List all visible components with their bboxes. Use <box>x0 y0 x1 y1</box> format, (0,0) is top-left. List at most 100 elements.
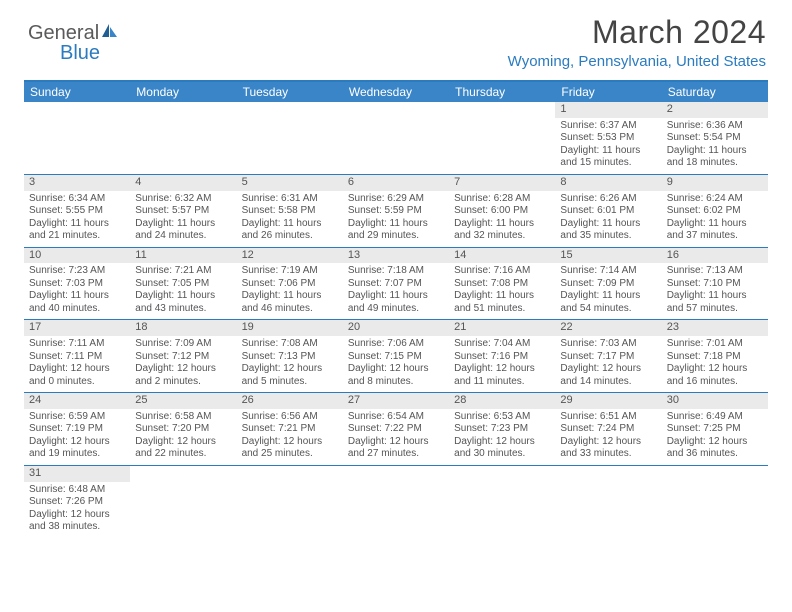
day-cell <box>449 466 555 538</box>
sail-icon <box>101 23 119 39</box>
day-cell: 20Sunrise: 7:06 AMSunset: 7:15 PMDayligh… <box>343 320 449 392</box>
day-number: 22 <box>555 320 661 336</box>
week-row: 17Sunrise: 7:11 AMSunset: 7:11 PMDayligh… <box>24 320 768 393</box>
day-number: 11 <box>130 248 236 264</box>
day-cell: 24Sunrise: 6:59 AMSunset: 7:19 PMDayligh… <box>24 393 130 465</box>
day-content: Sunrise: 6:56 AMSunset: 7:21 PMDaylight:… <box>237 409 343 465</box>
day-number: 25 <box>130 393 236 409</box>
day-content: Sunrise: 6:36 AMSunset: 5:54 PMDaylight:… <box>662 118 768 174</box>
week-row: 3Sunrise: 6:34 AMSunset: 5:55 PMDaylight… <box>24 175 768 248</box>
day-number: 20 <box>343 320 449 336</box>
day-content: Sunrise: 7:19 AMSunset: 7:06 PMDaylight:… <box>237 263 343 319</box>
day-content: Sunrise: 6:32 AMSunset: 5:57 PMDaylight:… <box>130 191 236 247</box>
day-content: Sunrise: 6:28 AMSunset: 6:00 PMDaylight:… <box>449 191 555 247</box>
day-cell: 10Sunrise: 7:23 AMSunset: 7:03 PMDayligh… <box>24 248 130 320</box>
day-number: 3 <box>24 175 130 191</box>
day-cell: 6Sunrise: 6:29 AMSunset: 5:59 PMDaylight… <box>343 175 449 247</box>
day-content: Sunrise: 6:26 AMSunset: 6:01 PMDaylight:… <box>555 191 661 247</box>
day-cell: 31Sunrise: 6:48 AMSunset: 7:26 PMDayligh… <box>24 466 130 538</box>
location-text: Wyoming, Pennsylvania, United States <box>508 53 766 70</box>
day-number: 12 <box>237 248 343 264</box>
day-number: 29 <box>555 393 661 409</box>
day-cell: 27Sunrise: 6:54 AMSunset: 7:22 PMDayligh… <box>343 393 449 465</box>
day-content: Sunrise: 7:09 AMSunset: 7:12 PMDaylight:… <box>130 336 236 392</box>
day-cell: 17Sunrise: 7:11 AMSunset: 7:11 PMDayligh… <box>24 320 130 392</box>
day-content: Sunrise: 6:29 AMSunset: 5:59 PMDaylight:… <box>343 191 449 247</box>
day-cell: 9Sunrise: 6:24 AMSunset: 6:02 PMDaylight… <box>662 175 768 247</box>
day-header: Monday <box>130 82 236 102</box>
day-cell: 3Sunrise: 6:34 AMSunset: 5:55 PMDaylight… <box>24 175 130 247</box>
day-cell: 26Sunrise: 6:56 AMSunset: 7:21 PMDayligh… <box>237 393 343 465</box>
day-cell: 12Sunrise: 7:19 AMSunset: 7:06 PMDayligh… <box>237 248 343 320</box>
day-cell: 2Sunrise: 6:36 AMSunset: 5:54 PMDaylight… <box>662 102 768 174</box>
day-header: Sunday <box>24 82 130 102</box>
day-content: Sunrise: 7:23 AMSunset: 7:03 PMDaylight:… <box>24 263 130 319</box>
week-row: 10Sunrise: 7:23 AMSunset: 7:03 PMDayligh… <box>24 248 768 321</box>
day-content: Sunrise: 6:34 AMSunset: 5:55 PMDaylight:… <box>24 191 130 247</box>
logo-text-2: Blue <box>60 42 100 65</box>
day-number: 27 <box>343 393 449 409</box>
day-number: 19 <box>237 320 343 336</box>
day-content: Sunrise: 6:31 AMSunset: 5:58 PMDaylight:… <box>237 191 343 247</box>
day-number: 24 <box>24 393 130 409</box>
day-cell <box>662 466 768 538</box>
day-number: 1 <box>555 102 661 118</box>
day-number: 15 <box>555 248 661 264</box>
day-number: 5 <box>237 175 343 191</box>
week-row: 24Sunrise: 6:59 AMSunset: 7:19 PMDayligh… <box>24 393 768 466</box>
day-content: Sunrise: 7:18 AMSunset: 7:07 PMDaylight:… <box>343 263 449 319</box>
day-cell: 7Sunrise: 6:28 AMSunset: 6:00 PMDaylight… <box>449 175 555 247</box>
day-number: 28 <box>449 393 555 409</box>
day-cell: 19Sunrise: 7:08 AMSunset: 7:13 PMDayligh… <box>237 320 343 392</box>
day-content: Sunrise: 7:01 AMSunset: 7:18 PMDaylight:… <box>662 336 768 392</box>
day-number: 30 <box>662 393 768 409</box>
day-cell <box>237 102 343 174</box>
day-number: 16 <box>662 248 768 264</box>
day-content: Sunrise: 6:58 AMSunset: 7:20 PMDaylight:… <box>130 409 236 465</box>
day-cell: 16Sunrise: 7:13 AMSunset: 7:10 PMDayligh… <box>662 248 768 320</box>
day-content: Sunrise: 6:49 AMSunset: 7:25 PMDaylight:… <box>662 409 768 465</box>
day-cell: 29Sunrise: 6:51 AMSunset: 7:24 PMDayligh… <box>555 393 661 465</box>
day-number: 18 <box>130 320 236 336</box>
day-content: Sunrise: 7:11 AMSunset: 7:11 PMDaylight:… <box>24 336 130 392</box>
day-number: 7 <box>449 175 555 191</box>
day-number: 21 <box>449 320 555 336</box>
day-content: Sunrise: 6:53 AMSunset: 7:23 PMDaylight:… <box>449 409 555 465</box>
day-cell <box>24 102 130 174</box>
day-cell: 11Sunrise: 7:21 AMSunset: 7:05 PMDayligh… <box>130 248 236 320</box>
calendar: SundayMondayTuesdayWednesdayThursdayFrid… <box>24 80 768 538</box>
day-content: Sunrise: 6:51 AMSunset: 7:24 PMDaylight:… <box>555 409 661 465</box>
day-content: Sunrise: 6:54 AMSunset: 7:22 PMDaylight:… <box>343 409 449 465</box>
day-content: Sunrise: 6:24 AMSunset: 6:02 PMDaylight:… <box>662 191 768 247</box>
day-header: Saturday <box>662 82 768 102</box>
day-cell: 14Sunrise: 7:16 AMSunset: 7:08 PMDayligh… <box>449 248 555 320</box>
day-content: Sunrise: 7:21 AMSunset: 7:05 PMDaylight:… <box>130 263 236 319</box>
day-cell <box>449 102 555 174</box>
day-content: Sunrise: 7:13 AMSunset: 7:10 PMDaylight:… <box>662 263 768 319</box>
day-cell <box>130 466 236 538</box>
day-cell <box>555 466 661 538</box>
day-content: Sunrise: 6:59 AMSunset: 7:19 PMDaylight:… <box>24 409 130 465</box>
day-cell <box>343 102 449 174</box>
day-number: 26 <box>237 393 343 409</box>
day-cell: 1Sunrise: 6:37 AMSunset: 5:53 PMDaylight… <box>555 102 661 174</box>
day-content: Sunrise: 7:14 AMSunset: 7:09 PMDaylight:… <box>555 263 661 319</box>
day-cell <box>130 102 236 174</box>
day-content: Sunrise: 7:04 AMSunset: 7:16 PMDaylight:… <box>449 336 555 392</box>
day-cell: 28Sunrise: 6:53 AMSunset: 7:23 PMDayligh… <box>449 393 555 465</box>
day-cell: 8Sunrise: 6:26 AMSunset: 6:01 PMDaylight… <box>555 175 661 247</box>
day-number: 8 <box>555 175 661 191</box>
day-cell <box>237 466 343 538</box>
day-number: 9 <box>662 175 768 191</box>
day-number: 17 <box>24 320 130 336</box>
day-cell: 18Sunrise: 7:09 AMSunset: 7:12 PMDayligh… <box>130 320 236 392</box>
day-header: Wednesday <box>343 82 449 102</box>
day-header: Thursday <box>449 82 555 102</box>
week-row: 31Sunrise: 6:48 AMSunset: 7:26 PMDayligh… <box>24 466 768 538</box>
day-number: 31 <box>24 466 130 482</box>
week-row: 1Sunrise: 6:37 AMSunset: 5:53 PMDaylight… <box>24 102 768 175</box>
day-cell: 22Sunrise: 7:03 AMSunset: 7:17 PMDayligh… <box>555 320 661 392</box>
day-cell: 4Sunrise: 6:32 AMSunset: 5:57 PMDaylight… <box>130 175 236 247</box>
day-cell: 21Sunrise: 7:04 AMSunset: 7:16 PMDayligh… <box>449 320 555 392</box>
day-cell: 23Sunrise: 7:01 AMSunset: 7:18 PMDayligh… <box>662 320 768 392</box>
